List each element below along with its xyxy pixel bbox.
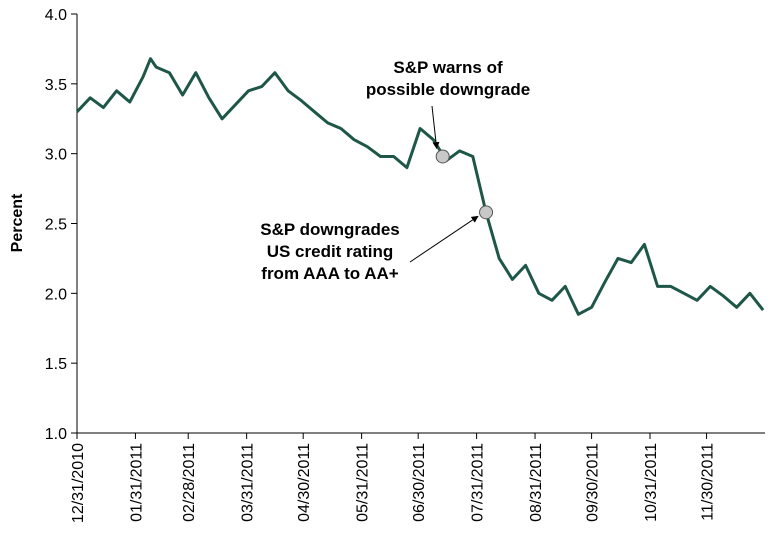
annotation-text: US credit rating xyxy=(267,242,394,261)
y-axis-label: Percent xyxy=(9,193,26,252)
x-tick-label: 11/30/2011 xyxy=(700,443,717,521)
x-tick-label: 01/31/2011 xyxy=(128,443,145,522)
x-tick-label: 07/31/2011 xyxy=(470,443,487,522)
x-tick-label: 05/31/2011 xyxy=(355,443,372,522)
x-tick-label: 03/31/2011 xyxy=(240,443,257,522)
annotation-arrow xyxy=(409,215,479,263)
y-tick-label: 1.0 xyxy=(45,426,67,443)
annotation-arrow xyxy=(431,105,440,150)
x-tick-label: 04/30/2011 xyxy=(296,443,313,522)
x-tick-label: 06/30/2011 xyxy=(411,443,428,522)
annotation-marker xyxy=(479,205,494,220)
x-tick-label: 09/30/2011 xyxy=(585,443,602,522)
x-tick-label: 12/31/2010 xyxy=(70,443,87,523)
annotation-marker xyxy=(435,149,450,164)
line-series xyxy=(75,57,765,316)
x-tick-label: 10/31/2011 xyxy=(643,443,660,522)
y-tick-label: 1.5 xyxy=(45,356,67,373)
x-tick-label: 02/28/2011 xyxy=(181,443,198,522)
y-tick-label: 2.5 xyxy=(45,217,67,234)
annotation-text: from AAA to AA+ xyxy=(261,264,398,283)
annotation-text: possible downgrade xyxy=(366,80,530,99)
y-tick-label: 3.5 xyxy=(45,77,67,94)
y-tick-label: 2.0 xyxy=(45,286,67,303)
y-tick-label: 3.0 xyxy=(45,147,67,164)
annotation-text: S&P downgrades xyxy=(260,220,400,239)
annotation-text: S&P warns of xyxy=(393,58,503,77)
y-tick-label: 4.0 xyxy=(45,7,67,24)
x-tick-label: 08/31/2011 xyxy=(528,443,545,522)
